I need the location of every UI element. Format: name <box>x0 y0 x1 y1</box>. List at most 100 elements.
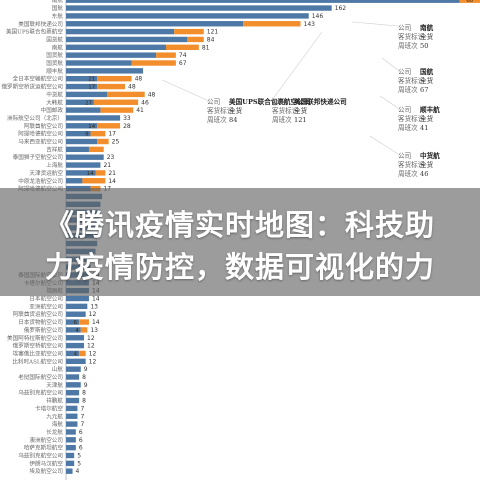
callout-key: 客货标识 <box>398 114 425 123</box>
callout-value: 121 <box>294 116 307 124</box>
callout-leader <box>161 79 208 101</box>
callout-key: 客货标识 <box>207 106 234 115</box>
bar-segment-a <box>66 311 86 317</box>
banner-title-line-2: 力疫情防控，数据可视化的力 <box>44 250 435 284</box>
bar-value-label: 4 <box>76 468 80 475</box>
bar-segment-a <box>66 123 98 129</box>
callout-value: 全货 <box>420 160 434 169</box>
bar-value-label: 7 <box>80 405 84 412</box>
bar-value-label: 48 <box>128 84 136 91</box>
category-label: 伊朗马汉航空 <box>29 459 63 467</box>
category-label: 国货航 <box>46 35 63 43</box>
callout-leader <box>369 135 399 155</box>
bar-segment-a <box>66 358 86 364</box>
bar-value-label: 4 <box>75 328 79 334</box>
category-label: 上海航 <box>46 161 63 169</box>
category-label: 美国阿特拉斯航空公司 <box>7 334 63 342</box>
bar-value-label: 74 <box>179 52 187 59</box>
category-label: 美国UPS联合包裹航空 <box>6 28 63 36</box>
bar-segment-a <box>66 295 89 302</box>
category-label: 中原龙浩航空公司 <box>18 177 63 185</box>
bar-value-label: 14 <box>92 296 100 303</box>
bar-segment-a <box>66 28 175 35</box>
category-label: 日本航空公司 <box>29 295 63 303</box>
callout-key: 周班次 <box>398 169 418 178</box>
bar-segment-a <box>66 421 78 427</box>
bar-value-label: 84 <box>207 36 215 43</box>
bar-segment-a <box>66 468 73 474</box>
bar-value-label: 6 <box>74 320 78 326</box>
category-label: 美国联邦快递公司 <box>18 20 63 28</box>
callout-value: 顺丰航 <box>420 105 440 114</box>
bar-segment-a <box>66 68 144 74</box>
bar-value-label: 146 <box>312 13 324 20</box>
bar-segment-a <box>66 52 157 58</box>
bar-segment-a <box>66 170 96 176</box>
category-label: 祥鹏航 <box>46 397 63 405</box>
bar-segment-b <box>82 178 106 184</box>
category-label: 卡塔尔航空 <box>35 404 63 412</box>
bar-value-label: 46 <box>141 99 149 106</box>
bar-value-label: 9 <box>84 366 88 373</box>
bar-segment-b <box>79 350 86 357</box>
bar-segment-a <box>66 319 80 325</box>
title-banner: 《腾讯疫情实时地图：科技助 力疫情防控，数据可视化的力 <box>0 188 480 296</box>
bar-value-label: 21 <box>103 162 111 169</box>
callout-value: 中货航 <box>420 151 440 160</box>
bar-value-label: 21 <box>88 77 95 83</box>
bar-segment-a <box>66 429 76 435</box>
bar-segment-b <box>166 44 199 50</box>
callout-leader <box>381 57 399 71</box>
bar-segment-a <box>66 413 78 419</box>
callout-value: 67 <box>420 86 428 94</box>
bar-value-label: 14 <box>87 171 94 177</box>
callout-key: 公司 <box>398 68 411 76</box>
bar-segment-a <box>66 405 78 412</box>
callout-value: 全货 <box>420 32 434 41</box>
callout-value: 美国联邦快递公司 <box>294 97 347 106</box>
category-label: 埃塞俄比亚航空公司 <box>13 349 63 357</box>
bar-segment-a <box>66 36 188 43</box>
bar-value-label: 48 <box>135 76 143 83</box>
category-label: 山航 <box>52 365 64 373</box>
bar-segment-a <box>66 13 309 19</box>
bar-segment-b <box>100 107 134 113</box>
category-label: 天津货运航空 <box>29 169 63 177</box>
bar-segment-a <box>66 146 89 153</box>
bar-segment-b <box>95 170 106 176</box>
bar-value-label: 48 <box>148 91 156 98</box>
category-label: 长龙航 <box>46 428 63 436</box>
category-label: 天津航 <box>46 381 63 389</box>
category-label: 阿联酋航空公司 <box>24 122 63 130</box>
bar-segment-a <box>66 374 80 380</box>
bar-value-label: 67 <box>179 60 187 67</box>
callout-key: 周班次 <box>207 115 227 124</box>
bar-segment-b <box>97 138 109 145</box>
bar-segment-a <box>66 0 460 3</box>
bar-value-label: 9 <box>85 132 89 138</box>
category-label: 中国邮政 <box>41 106 64 114</box>
bar-segment-a <box>66 154 104 160</box>
bar-value-label: 14 <box>92 319 100 326</box>
bar-value-label: 9 <box>84 382 88 389</box>
bar-value-label: 121 <box>207 29 219 36</box>
category-label: 泰国狮子空航空公司 <box>13 153 63 161</box>
category-label: 大韩航 <box>46 98 63 106</box>
bar-value-label: 5 <box>77 453 81 460</box>
bar-segment-b <box>97 123 121 129</box>
bar-value-label: 12 <box>89 311 97 318</box>
bar-value-label: 17 <box>108 131 116 138</box>
bar-segment-a <box>66 130 91 137</box>
callout-value: 美国UPS联合包裹航空公司 <box>229 97 310 106</box>
category-label: 吉祥航 <box>46 145 63 153</box>
category-label: 全日本空输航空公司 <box>13 75 63 83</box>
bar-segment-a <box>66 83 98 90</box>
bar-value-label: 81 <box>202 44 210 51</box>
bar-value-label: 12 <box>87 335 95 342</box>
bar-value-label: 143 <box>304 21 316 28</box>
bar-segment-b <box>93 99 139 105</box>
bar-segment-a <box>66 335 85 341</box>
